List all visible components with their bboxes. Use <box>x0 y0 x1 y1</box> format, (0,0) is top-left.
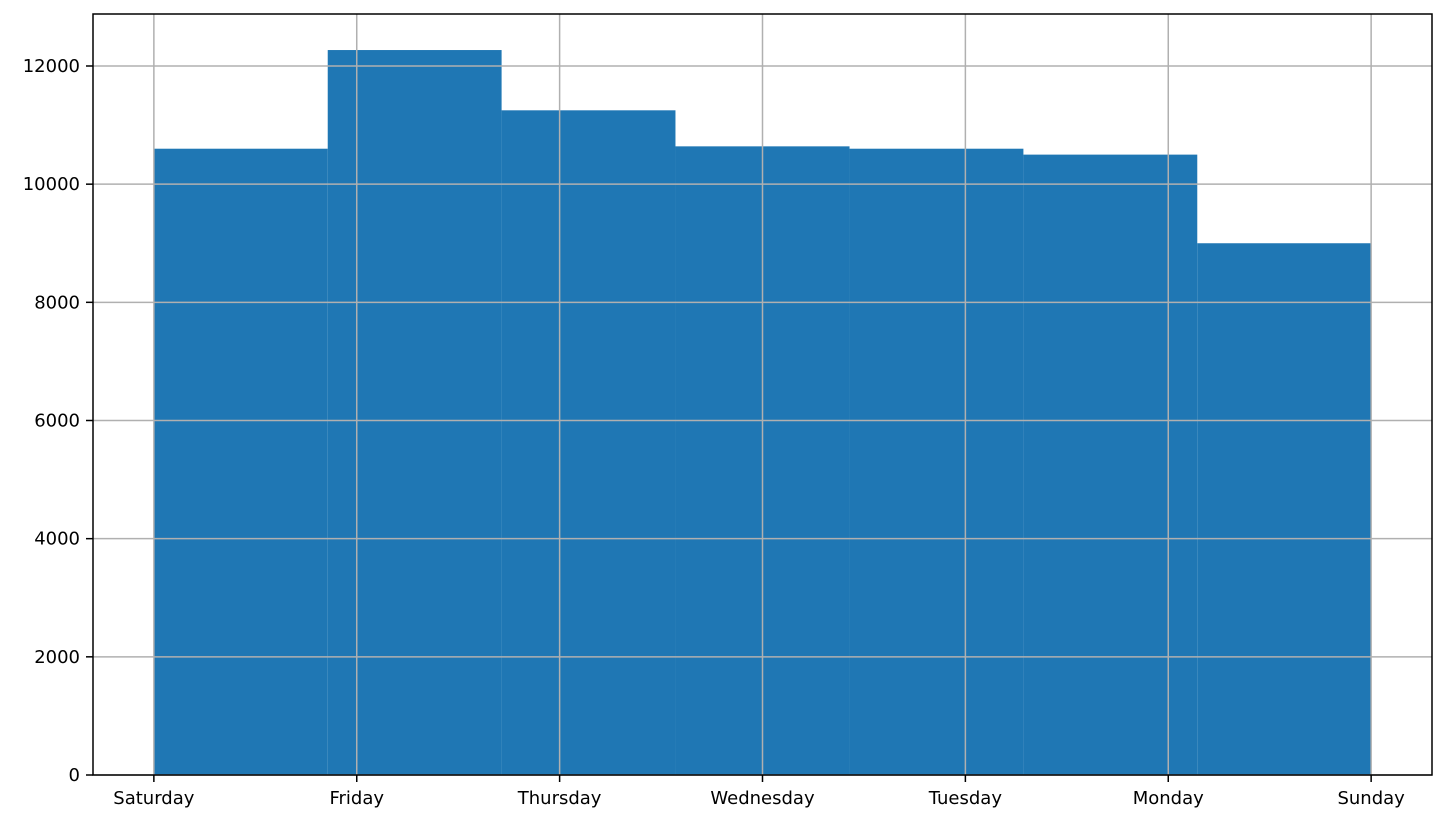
x-tick-label: Friday <box>329 788 384 809</box>
histogram-bar <box>849 148 1024 775</box>
y-tick-label: 6000 <box>34 410 80 431</box>
y-tick-label: 8000 <box>34 292 80 313</box>
histogram-bar <box>501 110 676 775</box>
histogram-bar <box>1197 243 1372 775</box>
histogram-bar <box>1023 154 1198 775</box>
x-tick-label: Saturday <box>113 788 194 809</box>
y-tick-label: 2000 <box>34 647 80 668</box>
y-tick-label: 0 <box>69 765 80 786</box>
x-tick-label: Thursday <box>517 788 602 809</box>
histogram-bar <box>153 148 328 775</box>
x-axis-ticks: Saturday Friday Thursday Wednesday Tuesday Mo… <box>113 775 1405 809</box>
x-tick-label: Wednesday <box>710 788 815 809</box>
y-tick-label: 4000 <box>34 529 80 550</box>
x-tick-label: Monday <box>1133 788 1204 809</box>
x-tick-label: Tuesday <box>928 788 1003 809</box>
histogram-bar <box>327 50 502 776</box>
x-tick-label: Sunday <box>1337 788 1405 809</box>
y-axis-ticks: 0 2000 4000 6000 8000 10000 12000 <box>23 56 93 786</box>
y-tick-label: 10000 <box>23 174 80 195</box>
y-tick-label: 12000 <box>23 56 80 77</box>
